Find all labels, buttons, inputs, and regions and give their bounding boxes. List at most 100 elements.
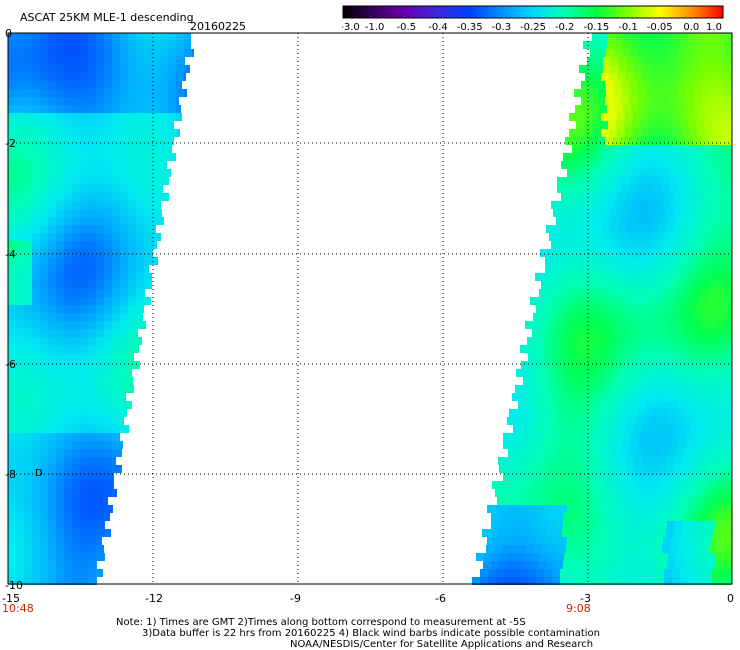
swath-cell xyxy=(128,145,136,153)
swath-cell xyxy=(88,577,96,585)
swath-cell xyxy=(128,105,136,113)
swath-cell xyxy=(658,457,666,465)
swath-cell xyxy=(8,177,16,185)
swath-cell xyxy=(553,361,561,369)
swath-cell xyxy=(562,529,570,537)
swath-cell xyxy=(16,361,24,369)
swath-cell xyxy=(56,129,64,137)
swath-cell xyxy=(507,513,515,521)
swath-cell xyxy=(504,577,512,585)
swath-cell xyxy=(728,569,732,577)
swath-cell xyxy=(539,417,547,425)
swath-cell xyxy=(621,409,629,417)
swath-cell xyxy=(615,489,623,497)
swath-cell xyxy=(24,409,32,417)
swath-cell xyxy=(563,521,571,529)
swath-cell xyxy=(672,569,680,577)
swath-cell xyxy=(120,337,128,345)
swath-cell xyxy=(548,449,556,457)
swath-cell xyxy=(32,329,40,337)
swath-cell xyxy=(104,513,110,521)
swath-cell xyxy=(576,121,584,129)
swath-cell xyxy=(476,553,484,561)
swath-cell xyxy=(661,313,669,321)
swath-cell xyxy=(152,113,160,121)
swath-cell xyxy=(40,497,48,505)
swath-cell xyxy=(104,289,112,297)
swath-cell xyxy=(600,353,608,361)
swath-cell xyxy=(711,41,719,49)
swath-cell xyxy=(128,353,134,361)
swath-cell xyxy=(531,513,539,521)
swath-cell xyxy=(56,153,64,161)
swath-cell xyxy=(96,153,104,161)
swath-cell xyxy=(569,113,577,121)
swath-cell xyxy=(526,401,534,409)
swath-cell xyxy=(621,81,629,89)
swath-cell xyxy=(136,105,144,113)
swath-cell xyxy=(720,121,728,129)
swath-cell xyxy=(637,97,645,105)
swath-cell xyxy=(723,377,731,385)
swath-cell xyxy=(56,337,64,345)
swath-cell xyxy=(619,377,627,385)
swath-cell xyxy=(595,65,603,73)
swath-cell xyxy=(160,193,168,201)
swath-cell xyxy=(144,201,152,209)
swath-cell xyxy=(549,321,557,329)
swath-cell xyxy=(667,65,675,73)
swath-cell xyxy=(639,201,647,209)
swath-cell xyxy=(699,417,707,425)
swath-cell xyxy=(144,41,152,49)
swath-cell xyxy=(592,305,600,313)
swath-cell xyxy=(715,289,723,297)
swath-cell xyxy=(96,201,104,209)
swath-cell xyxy=(655,441,663,449)
swath-cell xyxy=(704,305,712,313)
swath-cell xyxy=(652,249,660,257)
swath-cell xyxy=(144,129,152,137)
swath-cell xyxy=(32,369,40,377)
swath-cell xyxy=(24,161,32,169)
swath-cell xyxy=(705,161,713,169)
swath-cell xyxy=(587,521,595,529)
swath-cell xyxy=(691,561,699,569)
swath-cell xyxy=(671,441,679,449)
swath-cell xyxy=(88,489,96,497)
swath-cell xyxy=(16,89,24,97)
swath-cell xyxy=(683,377,691,385)
swath-cell xyxy=(664,121,672,129)
swath-cell xyxy=(80,489,88,497)
swath-cell xyxy=(511,441,519,449)
swath-cell xyxy=(567,489,575,497)
swath-cell xyxy=(693,97,701,105)
swath-cell xyxy=(120,401,128,409)
swath-cell xyxy=(144,217,152,225)
swath-cell xyxy=(56,97,64,105)
swath-cell xyxy=(620,553,628,561)
swath-cell xyxy=(112,113,120,121)
swath-cell xyxy=(725,409,732,417)
swath-cell xyxy=(56,345,64,353)
swath-cell xyxy=(24,497,32,505)
swath-cell xyxy=(56,65,64,73)
swath-cell xyxy=(656,305,664,313)
swath-cell xyxy=(687,169,695,177)
swath-cell xyxy=(545,361,553,369)
swath-cell xyxy=(120,65,128,73)
swath-cell xyxy=(628,329,636,337)
swath-cell xyxy=(120,169,128,177)
swath-cell xyxy=(631,169,639,177)
swath-cell xyxy=(72,265,80,273)
swath-cell xyxy=(64,97,72,105)
swath-cell xyxy=(88,97,96,105)
swath-cell xyxy=(152,137,160,145)
swath-cell xyxy=(644,329,652,337)
swath-cell xyxy=(559,441,567,449)
swath-cell xyxy=(724,145,732,153)
swath-cell xyxy=(56,217,64,225)
swath-cell xyxy=(539,513,547,521)
swath-cell xyxy=(685,409,693,417)
swath-cell xyxy=(659,521,667,529)
swath-cell xyxy=(555,465,563,473)
